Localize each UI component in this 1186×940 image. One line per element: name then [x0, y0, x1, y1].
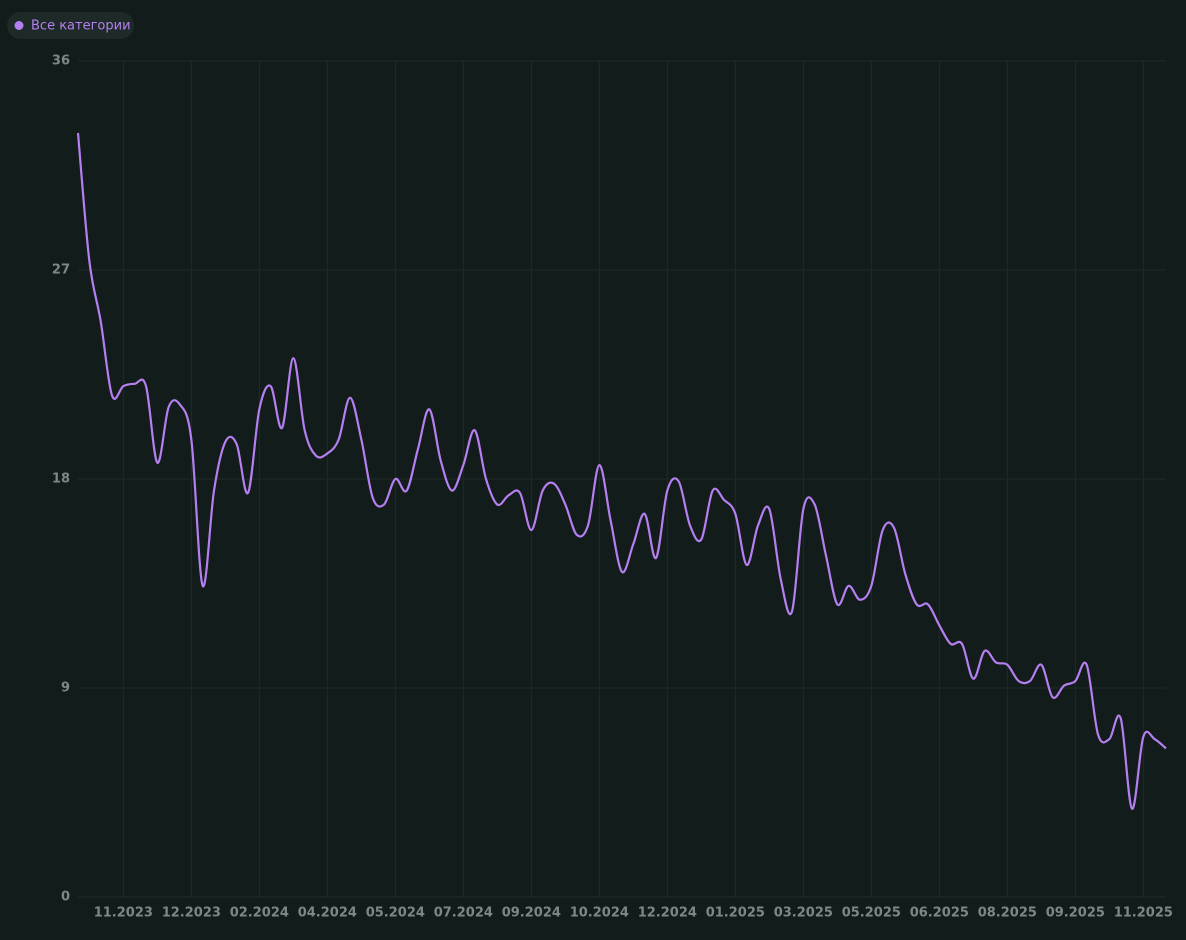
legend: Все категории: [7, 12, 134, 39]
y-tick-label: 0: [61, 890, 70, 905]
y-tick-label: 36: [52, 54, 70, 69]
x-tick-label: 05.2025: [842, 906, 901, 921]
x-tick-label: 06.2025: [910, 906, 969, 921]
y-tick-label: 18: [52, 472, 70, 487]
x-tick-label: 03.2025: [774, 906, 833, 921]
y-tick-label: 9: [61, 681, 70, 696]
legend-swatch: [14, 21, 24, 30]
y-tick-label: 27: [52, 263, 70, 278]
x-tick-label: 09.2024: [502, 906, 561, 921]
x-tick-label: 02.2024: [230, 906, 289, 921]
x-tick-label: 11.2025: [1114, 906, 1173, 921]
x-tick-label: 01.2025: [706, 906, 765, 921]
x-tick-label: 12.2024: [638, 906, 697, 921]
x-tick-label: 07.2024: [434, 906, 493, 921]
x-tick-label: 08.2025: [978, 906, 1037, 921]
x-tick-label: 11.2023: [94, 906, 153, 921]
x-tick-label: 12.2023: [162, 906, 221, 921]
legend-pill: [7, 12, 134, 39]
x-tick-label: 09.2025: [1046, 906, 1105, 921]
legend-label: Все категории: [31, 19, 131, 34]
x-tick-label: 10.2024: [570, 906, 629, 921]
x-tick-label: 05.2024: [366, 906, 425, 921]
series-line: [76, 132, 1167, 810]
x-tick-label: 04.2024: [298, 906, 357, 921]
